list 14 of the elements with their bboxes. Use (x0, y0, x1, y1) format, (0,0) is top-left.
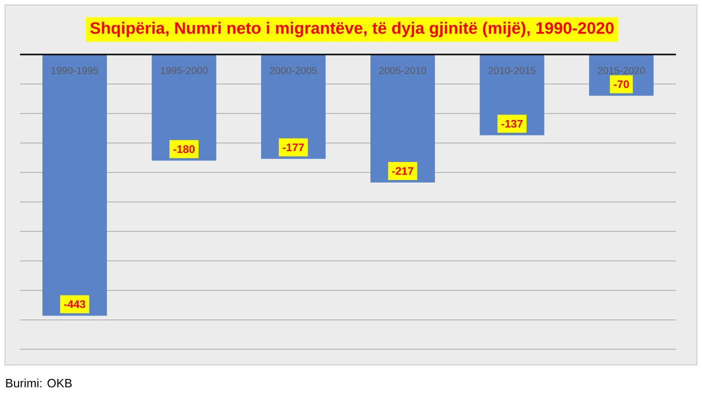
data-label: -70 (614, 80, 629, 88)
x-tick-label: 2005-2010 (379, 66, 426, 74)
x-tick-label: 1990-1995 (52, 66, 98, 74)
x-tick-label: 2000-2005 (270, 66, 317, 74)
data-label: -217 (392, 167, 414, 175)
data-label: -180 (173, 145, 195, 154)
x-tick-label: 1995-2000 (160, 66, 208, 74)
data-label: -177 (282, 144, 304, 152)
data-label: -443 (64, 300, 86, 308)
x-tick-label: 2015-2020 (598, 66, 645, 74)
x-tick-label: 2010-2015 (488, 66, 536, 74)
text: Burimi: OKB (6, 378, 72, 388)
chart-title: Shqipëria, Numri neto i migrantëve, të dyja gjinitë (mijë), 1990-2020 (90, 22, 614, 38)
data-label: -137 (501, 120, 523, 128)
